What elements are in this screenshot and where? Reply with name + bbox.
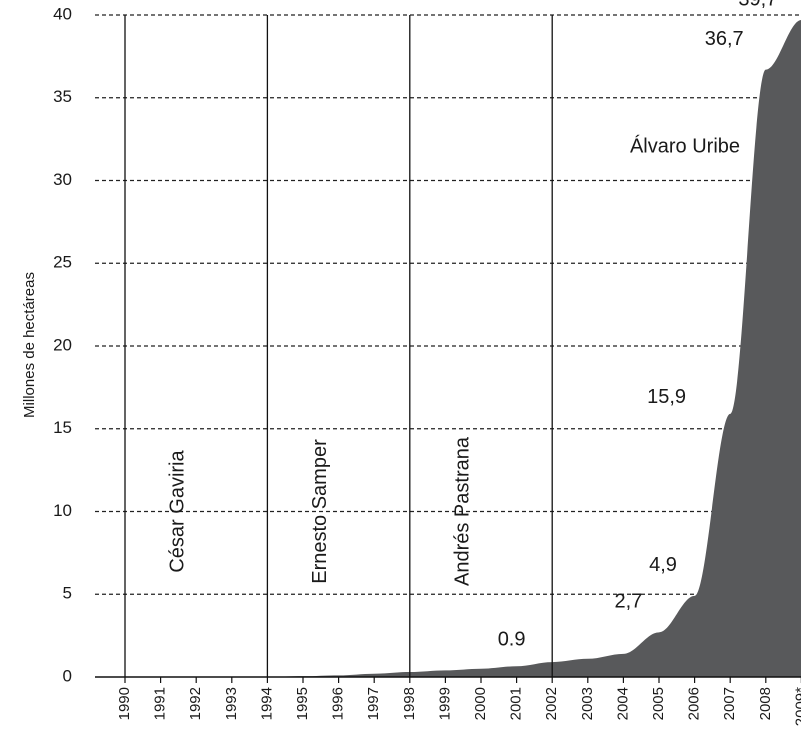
data-label: 15,9 <box>647 386 686 408</box>
x-tick-label: 2002 <box>543 687 560 720</box>
data-label: 2,7 <box>614 591 642 613</box>
data-label: 4,9 <box>649 554 677 576</box>
axis-layer: 0 5 10 15 20 25 30 35 40 1990 1991 1992 1993 1994 1995… <box>53 4 801 726</box>
x-tick-label: 1994 <box>258 687 275 720</box>
label-layer: César Gaviria Ernesto Samper Andrés Pastra… <box>167 0 778 650</box>
divider-layer <box>124 15 553 677</box>
x-tick-label: 1998 <box>401 687 418 720</box>
president-label: Andrés Pastrana <box>451 436 473 586</box>
x-tick-label: 2009* <box>792 687 801 726</box>
x-tick-label: 1999 <box>436 687 453 720</box>
y-tick-label: 35 <box>53 87 72 106</box>
x-tick-label: 1993 <box>223 687 240 720</box>
president-label: César Gaviria <box>167 450 189 573</box>
x-tick-label: 2003 <box>579 687 596 720</box>
data-label: 39,7 <box>738 0 777 10</box>
x-tick-label: 1992 <box>187 687 204 720</box>
x-tick-label: 2001 <box>508 687 525 720</box>
area-layer <box>125 20 801 677</box>
y-tick-label: 15 <box>53 418 72 437</box>
x-tick-label: 2007 <box>721 687 738 720</box>
x-tick-label: 2008 <box>757 687 774 720</box>
y-tick-label: 0 <box>63 666 72 685</box>
y-tick-label: 20 <box>53 335 72 354</box>
y-axis-label: Millones de hectáreas <box>21 272 38 418</box>
y-tick-label: 25 <box>53 253 72 272</box>
x-tick-label: 1991 <box>152 687 169 720</box>
x-tick-label: 2006 <box>686 687 703 720</box>
x-tick-label: 1995 <box>294 687 311 720</box>
president-label: Ernesto Samper <box>309 439 331 584</box>
y-tick-label: 30 <box>53 170 72 189</box>
grid-layer <box>95 14 801 595</box>
y-tick-label: 10 <box>53 501 72 520</box>
data-label: 0.9 <box>498 628 526 650</box>
x-tick-label: 2000 <box>472 687 489 720</box>
data-label: 36,7 <box>705 28 744 50</box>
y-tick-label: 40 <box>53 4 72 23</box>
x-tick-label: 2005 <box>650 687 667 720</box>
president-label: Álvaro Uribe <box>630 135 740 158</box>
x-tick-label: 1997 <box>365 687 382 720</box>
x-tick-label: 1990 <box>116 687 133 720</box>
area-series <box>125 20 801 677</box>
x-tick-label: 2004 <box>614 687 631 720</box>
y-tick-label: 5 <box>63 584 72 603</box>
x-tick-label: 1996 <box>330 687 347 720</box>
